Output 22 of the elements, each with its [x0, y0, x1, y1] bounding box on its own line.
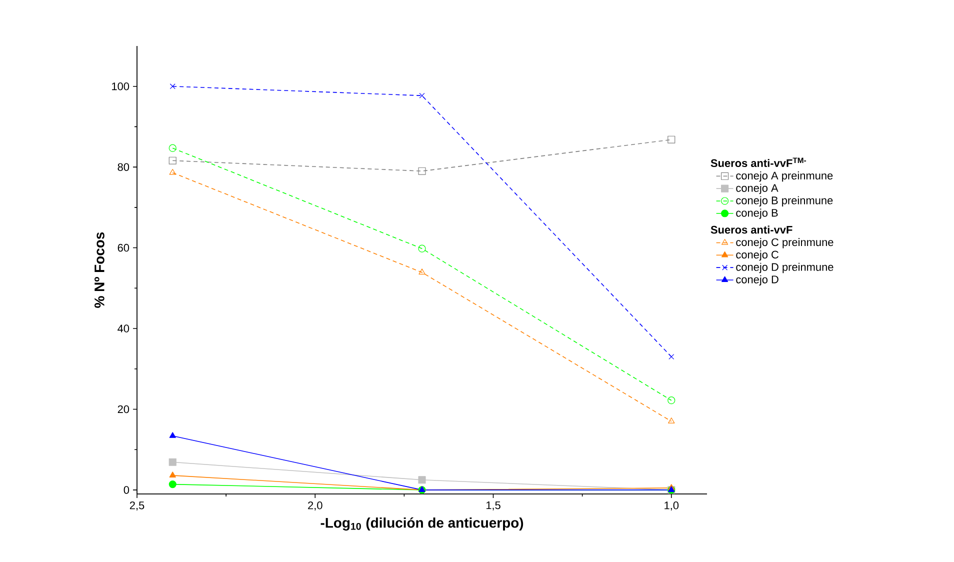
y-axis-title: % Nº Focos: [94, 232, 104, 308]
x-tick-label: 2,0: [308, 502, 322, 511]
text: Sueros anti-vvF: [710, 226, 792, 234]
legend-label: conejo B: [736, 208, 778, 219]
y-tick-label: 20: [118, 405, 130, 414]
x-tick-label: 2,5: [130, 502, 144, 511]
legend-label: conejo D: [736, 275, 778, 286]
legend-label: conejo C: [736, 250, 779, 261]
legend-title: Sueros anti-vvF$^{TM-}$: [710, 158, 806, 168]
legend-label: conejo B preinmune: [736, 196, 833, 206]
y-tick-label: 100: [112, 82, 130, 90]
y-tick-label: 0: [124, 486, 130, 494]
y-tick-label: 60: [118, 244, 130, 252]
legend-label: conejo C preinmune: [736, 238, 834, 248]
x-tick-label: 1,0: [664, 502, 679, 511]
x-tick-label: 1,5: [486, 502, 500, 510]
legend-label: conejo A preinmune: [736, 171, 833, 182]
legend-label: conejo D preinmune: [736, 262, 834, 274]
legend-label: conejo A: [736, 184, 778, 194]
y-tick-label: 80: [118, 163, 130, 171]
y-tick-label: 40: [118, 324, 130, 332]
x-axis-title: -Log$_{10}$ (dilución de anticuerpo): [320, 517, 524, 531]
